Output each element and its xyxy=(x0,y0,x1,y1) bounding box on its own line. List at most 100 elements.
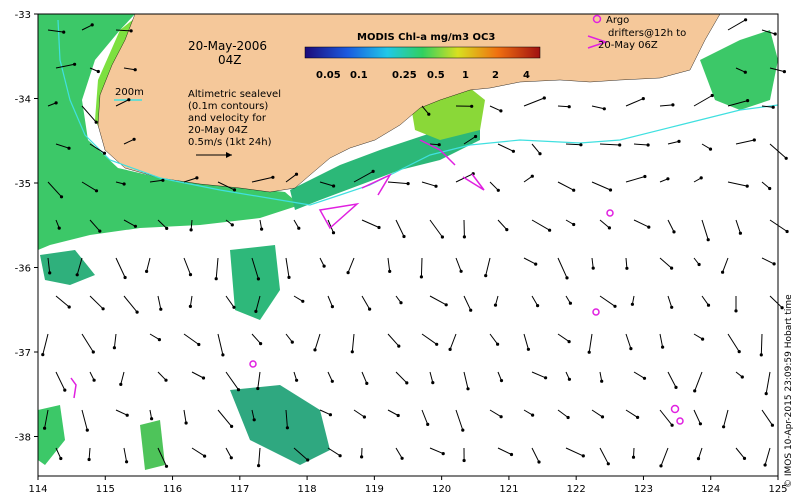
velocity-arrow xyxy=(489,181,499,191)
sealevel-legend: Altimetric sealevel (0.1m contours) and … xyxy=(188,89,281,158)
colorbar-title: MODIS Chl-a mg/m3 OC3 xyxy=(357,32,495,43)
velocity-arrow-head xyxy=(699,176,703,180)
velocity-arrow xyxy=(113,333,117,348)
velocity-arrow-head xyxy=(388,269,392,273)
velocity-arrow xyxy=(420,257,423,277)
velocity-arrow-head xyxy=(399,301,403,305)
velocity-arrow xyxy=(123,447,128,462)
chl-south-patch-2 xyxy=(230,385,330,465)
velocity-arrow-head xyxy=(721,270,725,274)
velocity-arrow-head xyxy=(133,68,137,72)
sealevel-text: (0.1m contours) xyxy=(188,101,268,112)
velocity-arrow-head xyxy=(764,392,768,396)
velocity-arrow xyxy=(523,333,529,350)
lon-tick-label: 123 xyxy=(634,484,653,495)
velocity-arrow-head xyxy=(526,347,531,351)
velocity-arrow-head xyxy=(511,149,515,153)
velocity-arrow xyxy=(429,295,447,306)
velocity-arrow xyxy=(89,295,104,310)
velocity-arrow-head xyxy=(740,375,744,379)
velocity-arrow xyxy=(599,295,616,307)
velocity-arrow xyxy=(88,447,91,460)
velocity-arrow-head xyxy=(402,234,406,239)
velocity-arrow xyxy=(489,105,502,112)
velocity-arrow xyxy=(157,371,167,381)
velocity-arrow-head xyxy=(536,304,540,308)
velocity-arrow xyxy=(47,181,62,198)
legend-argo-label: Argo xyxy=(606,15,629,26)
argo-float-marker xyxy=(249,360,257,368)
velocity-arrow-head xyxy=(646,143,650,147)
velocity-arrow-head xyxy=(587,350,591,354)
velocity-arrow xyxy=(190,219,193,230)
velocity-arrow-head xyxy=(542,96,546,100)
velocity-arrow xyxy=(157,295,162,310)
velocity-arrow-head xyxy=(67,305,71,309)
velocity-arrow-head xyxy=(538,152,542,156)
velocity-arrow xyxy=(455,409,464,431)
velocity-arrow-head xyxy=(133,224,137,228)
velocity-arrow xyxy=(191,371,204,379)
velocity-arrow-head xyxy=(499,415,503,419)
velocity-arrow xyxy=(387,333,400,347)
drifter-legend: Argo drifters@12h to 20-May 06Z xyxy=(598,15,686,51)
velocity-arrow xyxy=(327,371,333,382)
velocity-arrow xyxy=(485,257,491,276)
velocity-arrow-head xyxy=(567,105,571,109)
velocity-arrow-head xyxy=(48,271,52,275)
velocity-arrow xyxy=(761,409,773,426)
sealevel-text: 0.5m/s (1kt 24h) xyxy=(188,137,272,148)
velocity-arrow-head xyxy=(164,464,169,468)
velocity-arrow xyxy=(557,333,570,343)
velocity-arrow xyxy=(489,333,499,345)
velocity-arrow-head xyxy=(461,428,465,432)
velocity-arrow xyxy=(251,257,259,280)
velocity-arrow-head xyxy=(618,143,622,147)
velocity-arrow-head xyxy=(470,104,474,108)
velocity-arrow xyxy=(667,140,680,145)
velocity-arrow-head xyxy=(94,189,99,193)
velocity-arrow-head xyxy=(444,303,448,307)
velocity-arrow-head xyxy=(738,231,743,235)
velocity-arrow xyxy=(735,447,745,459)
velocity-arrow-head xyxy=(613,304,617,308)
velocity-arrow-head xyxy=(706,238,710,242)
velocity-arrow-head xyxy=(236,388,241,392)
velocity-arrow xyxy=(625,333,632,349)
velocity-arrow xyxy=(723,409,729,427)
velocity-arrow xyxy=(659,104,673,107)
velocity-arrow xyxy=(557,105,570,108)
velocity-arrow-head xyxy=(259,342,263,346)
velocity-arrow xyxy=(81,181,97,192)
velocity-arrow xyxy=(625,176,646,183)
velocity-arrow-head xyxy=(734,309,738,313)
velocity-arrow-head xyxy=(469,308,473,312)
velocity-arrow xyxy=(591,409,603,418)
velocity-arrow-head xyxy=(591,266,595,270)
velocity-arrow xyxy=(735,139,755,145)
colorbar-ticks: 0.05 0.1 0.25 0.5 1 2 4 xyxy=(316,70,530,81)
velocity-arrow xyxy=(189,295,193,307)
velocity-arrow-head xyxy=(431,381,435,385)
velocity-arrow xyxy=(257,371,261,389)
velocity-arrow xyxy=(123,295,138,313)
velocity-arrow xyxy=(55,447,62,459)
velocity-arrow-head xyxy=(132,137,136,141)
longitude-axis: 114 115 116 117 118 119 120 121 122 123 124 125 xyxy=(28,476,788,495)
velocity-arrow xyxy=(701,295,709,306)
velocity-arrow xyxy=(421,105,430,115)
velocity-arrow xyxy=(625,409,638,418)
lat-tick-label: -36 xyxy=(15,264,31,275)
velocity-arrow-head xyxy=(43,426,47,430)
velocity-arrow-head xyxy=(189,228,193,232)
velocity-arrow-head xyxy=(672,230,676,234)
velocity-arrow xyxy=(531,295,539,306)
velocity-arrow-head xyxy=(145,269,149,273)
velocity-arrow-head xyxy=(608,188,613,192)
velocity-arrow-head xyxy=(360,455,364,459)
velocity-arrow xyxy=(565,143,581,146)
velocity-arrow xyxy=(769,67,785,73)
velocity-arrow-head xyxy=(607,226,612,230)
chl-central-shelf xyxy=(290,120,480,210)
velocity-arrow-head xyxy=(57,226,61,230)
